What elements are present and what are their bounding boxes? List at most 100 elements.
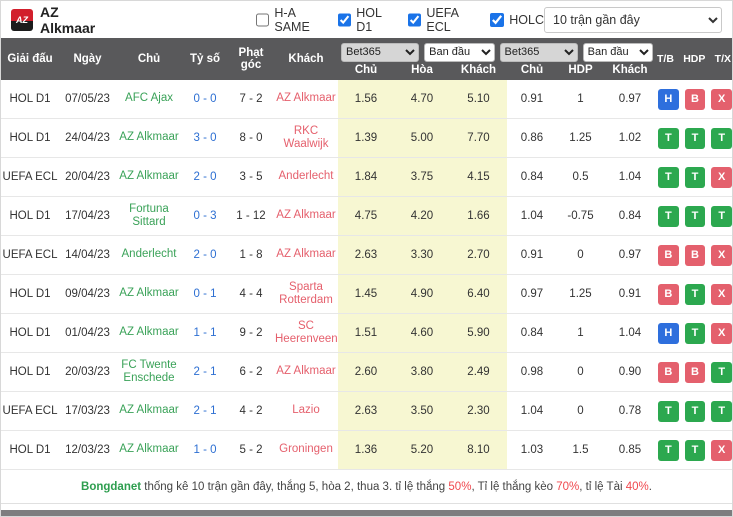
result-badge: X	[711, 88, 732, 110]
filter-ha-same[interactable]: H-A SAME	[256, 6, 318, 34]
col-away: Khách	[288, 53, 324, 65]
asian-odds-cell: 1.04	[618, 171, 642, 183]
odds-time-select-asian[interactable]: Ban đầu	[582, 42, 653, 62]
result-badge: T	[658, 205, 679, 227]
away-team: AZ Alkmaar	[276, 92, 336, 105]
filter-uefa-ecl[interactable]: UEFA ECL	[408, 6, 470, 34]
bookmaker-select-asian[interactable]: Bet365	[499, 42, 578, 62]
league-filter-checkbox[interactable]	[490, 12, 505, 27]
summary-footer: Bongdanet thống kê 10 trận gần đây, thắn…	[1, 470, 732, 504]
date-cell: 17/04/23	[65, 210, 110, 222]
result-badge: T	[684, 205, 706, 227]
league-filter-checkbox[interactable]	[256, 12, 270, 27]
date-cell: 24/04/23	[65, 132, 110, 144]
euro-odds-cell: 1.45	[338, 275, 394, 313]
date-cell: 07/05/23	[65, 93, 110, 105]
score-cell: 2 - 1	[193, 366, 217, 378]
match-row: HOL D1 07/05/23 AFC Ajax 0 - 0 7 - 2 AZ …	[1, 80, 732, 119]
result-badge: X	[711, 244, 732, 266]
euro-odds-cell: 4.20	[394, 197, 450, 235]
date-cell: 20/03/23	[65, 366, 110, 378]
match-rows: HOL D1 07/05/23 AFC Ajax 0 - 0 7 - 2 AZ …	[1, 80, 732, 470]
asian-odds-cell: 0.91	[520, 93, 544, 105]
col-tx: T/X	[714, 53, 731, 65]
score-cell: 2 - 0	[193, 171, 217, 183]
bookmaker-select-euro[interactable]: Bet365	[341, 42, 420, 62]
asian-odds-cell: 0.84	[520, 171, 544, 183]
home-team: AZ Alkmaar	[119, 287, 179, 300]
away-team: AZ Alkmaar	[276, 248, 336, 261]
bookmaker-selects: Bet365 Ban đầu Bet365 Ban đầu	[338, 42, 656, 62]
home-team: AZ Alkmaar	[119, 326, 179, 339]
euro-odds-cell: 5.00	[394, 119, 450, 157]
filter-holc[interactable]: HOLC	[490, 12, 544, 27]
odds-time-select-euro[interactable]: Ban đầu	[424, 42, 495, 62]
euro-odds-cell: 3.30	[394, 236, 450, 274]
corner-cell: 1 - 8	[239, 249, 263, 261]
col-hdp-result: HDP	[683, 53, 706, 65]
home-team: AFC Ajax	[125, 92, 173, 105]
col-asian-hdp: HDP	[568, 63, 593, 76]
match-row: HOL D1 17/04/23 Fortuna Sittard 0 - 3 1 …	[1, 197, 732, 236]
league-filter-checkbox[interactable]	[338, 12, 352, 27]
result-badge: B	[658, 283, 679, 305]
asian-odds-cell: 0.97	[618, 93, 642, 105]
asian-odds-cell: 0.86	[520, 132, 544, 144]
euro-odds-cell: 5.20	[394, 431, 450, 469]
league-cell: HOL D1	[9, 288, 51, 300]
date-cell: 09/04/23	[65, 288, 110, 300]
col-asian-home: Chủ	[520, 63, 544, 76]
table-header-left: Giải đấu Ngày Chủ Tỷ số Phạt góc Khách	[1, 38, 338, 80]
result-badge: T	[684, 166, 706, 188]
corner-cell: 4 - 4	[239, 288, 263, 300]
col-euro-draw: Hòa	[411, 63, 433, 76]
asian-odds-cell: 0.97	[618, 249, 642, 261]
corner-cell: 9 - 2	[239, 327, 263, 339]
euro-odds-cell: 3.50	[394, 392, 450, 430]
home-team: FC Twente Enschede	[121, 358, 177, 384]
result-badge: X	[711, 439, 732, 461]
range-select[interactable]: 10 trận gần đây	[544, 6, 722, 33]
away-team: Sparta Rotterdam	[279, 280, 333, 306]
home-team: AZ Alkmaar	[119, 131, 179, 144]
result-badge: B	[684, 361, 706, 383]
date-cell: 12/03/23	[65, 444, 110, 456]
league-cell: UEFA ECL	[2, 405, 58, 417]
score-cell: 0 - 3	[193, 210, 217, 222]
asian-odds-cell: -0.75	[567, 210, 594, 222]
result-badge: X	[711, 322, 732, 344]
asian-odds-cell: 1.03	[520, 444, 544, 456]
summary-segment: thống kê 10 trận gần đây, thắng 5, hòa 2…	[141, 480, 449, 493]
col-corner: Phạt góc	[238, 47, 264, 71]
asian-odds-cell: 1.25	[569, 132, 592, 144]
match-row: HOL D1 12/03/23 AZ Alkmaar 1 - 0 5 - 2 G…	[1, 431, 732, 470]
col-asian-away: Khách	[612, 63, 648, 76]
team-logo-icon: AZ	[11, 8, 33, 31]
euro-odds-cell: 1.36	[338, 431, 394, 469]
score-cell: 0 - 0	[193, 93, 217, 105]
euro-odds-cell: 6.40	[450, 275, 507, 313]
asian-odds-cell: 1.04	[618, 327, 642, 339]
summary-segment: 70%	[556, 480, 580, 493]
date-cell: 14/04/23	[65, 249, 110, 261]
euro-odds-cell: 4.70	[394, 80, 450, 118]
asian-odds-cell: 0	[577, 366, 584, 378]
asian-odds-cell: 0.91	[618, 288, 642, 300]
euro-odds-cell: 4.90	[394, 275, 450, 313]
asian-odds-cell: 0.78	[618, 405, 642, 417]
table-header-middle: Bet365 Ban đầu Bet365 Ban đầu Chủ Hòa Kh…	[338, 38, 656, 80]
asian-odds-cell: 0.5	[572, 171, 589, 183]
away-team: Anderlecht	[278, 170, 334, 183]
league-cell: HOL D1	[9, 132, 51, 144]
euro-odds-cell: 3.75	[394, 158, 450, 196]
asian-odds-cell: 0.85	[618, 444, 642, 456]
filter-hol-d1[interactable]: HOL D1	[338, 6, 388, 34]
league-filter-checkbox[interactable]	[408, 12, 422, 27]
corner-cell: 1 - 12	[236, 210, 266, 222]
